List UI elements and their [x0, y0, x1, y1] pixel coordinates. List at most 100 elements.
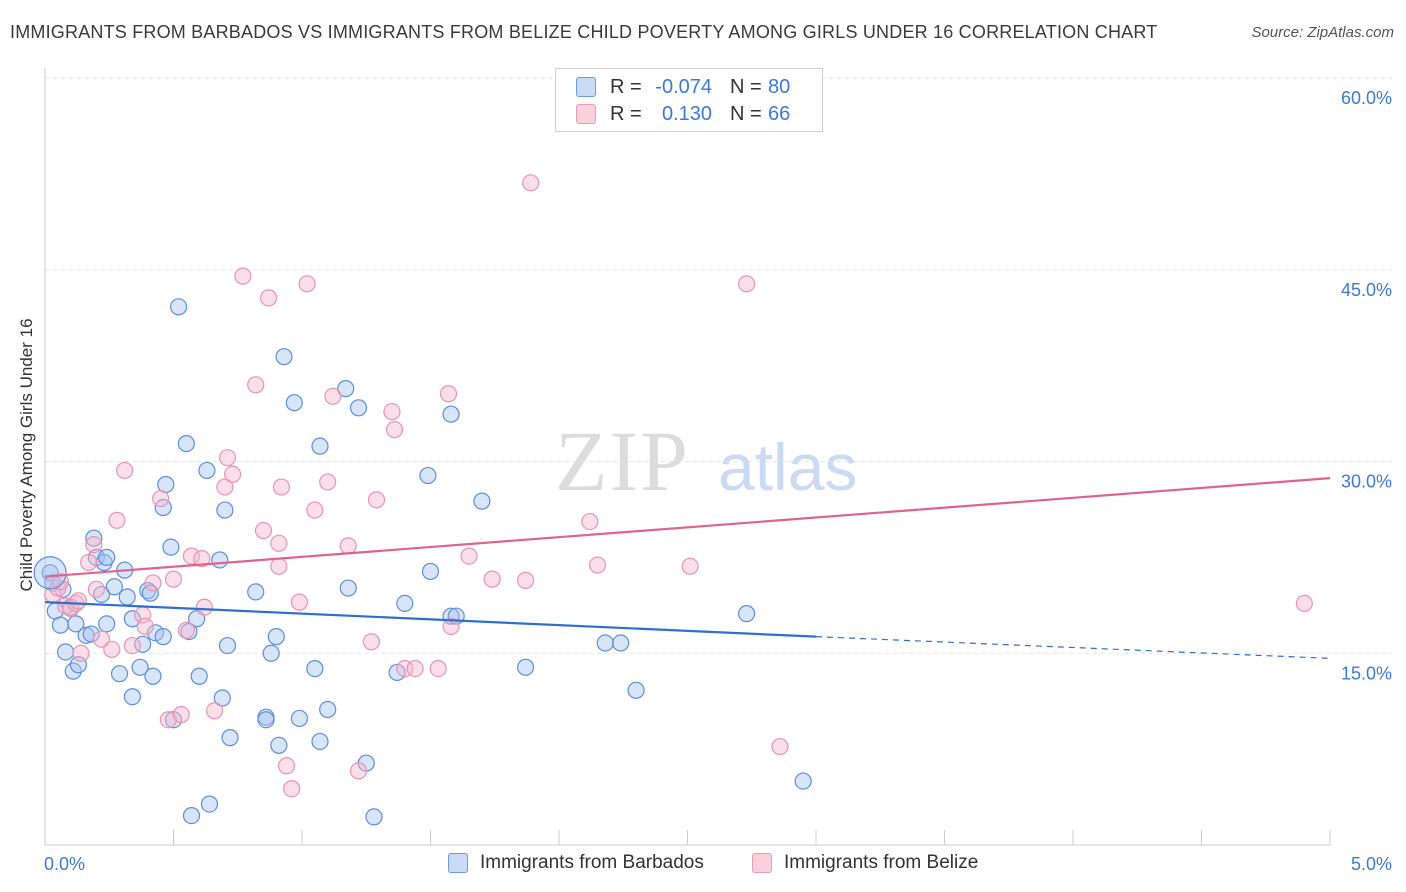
y-tick-label: 60.0%: [1341, 88, 1392, 108]
point-barbados: [421, 562, 440, 581]
point-barbados: [56, 643, 75, 661]
point-barbados: [67, 615, 85, 633]
point-barbados: [612, 634, 630, 652]
point-barbados: [270, 736, 288, 754]
bottom-legend-barbados: Immigrants from Barbados: [448, 852, 704, 874]
point-belize: [324, 387, 342, 405]
gridlines: [45, 77, 1392, 654]
point-barbados: [319, 700, 337, 719]
y-tick-label: 15.0%: [1341, 663, 1392, 683]
point-barbados-large: [33, 556, 67, 590]
point-belize: [234, 267, 252, 285]
point-belize: [72, 644, 90, 662]
point-belize: [177, 621, 195, 639]
point-barbados: [285, 394, 303, 412]
point-barbados: [92, 585, 111, 604]
point-belize: [681, 557, 699, 575]
point-barbados: [473, 492, 491, 510]
point-belize: [144, 574, 162, 592]
point-barbados: [596, 634, 614, 652]
point-barbados: [82, 625, 100, 643]
point-belize: [193, 550, 211, 568]
point-barbados: [146, 624, 165, 642]
point-belize: [406, 659, 424, 678]
point-belize: [306, 501, 324, 519]
point-belize: [224, 465, 242, 483]
x-tick-label: 5.0%: [1351, 854, 1392, 874]
point-belize: [87, 580, 106, 598]
point-belize: [290, 593, 309, 611]
watermark-atlas: atlas: [718, 430, 857, 504]
point-belize: [254, 521, 273, 540]
point-barbados: [337, 380, 355, 398]
point-belize: [159, 711, 177, 729]
point-barbados: [85, 529, 103, 547]
point-belize: [516, 571, 535, 589]
point-barbados: [794, 772, 812, 790]
point-barbados: [123, 688, 141, 706]
point-belize: [69, 592, 88, 610]
point-barbados: [311, 732, 329, 751]
point-belize: [588, 556, 607, 574]
point-barbados: [98, 615, 116, 633]
trend-line-belize: [44, 477, 1331, 578]
point-belize: [123, 636, 141, 655]
point-barbados: [311, 437, 329, 455]
point-barbados: [177, 435, 195, 453]
point-barbados: [419, 466, 437, 485]
axes: [44, 68, 1331, 846]
point-belize: [164, 570, 183, 588]
bottom-legend-swatch-barbados: [448, 853, 468, 873]
point-belize: [152, 489, 170, 508]
point-belize: [349, 762, 368, 780]
point-belize: [218, 449, 237, 467]
point-barbados: [110, 665, 129, 683]
point-barbados: [98, 548, 116, 566]
point-belize: [483, 570, 501, 588]
point-belize: [319, 473, 337, 491]
point-barbados: [349, 399, 368, 417]
legend-r-label: R =: [610, 102, 642, 125]
point-barbados: [162, 538, 180, 556]
y-axis-label: Child Poverty Among Girls Under 16: [17, 318, 36, 591]
point-belize: [270, 557, 288, 575]
chart-title: IMMIGRANTS FROM BARBADOS VS IMMIGRANTS F…: [10, 22, 1158, 42]
point-belize: [283, 780, 301, 798]
point-barbados: [51, 616, 70, 634]
x-tick-label: 0.0%: [44, 854, 85, 874]
point-belize: [136, 617, 154, 636]
point-belize: [429, 659, 447, 678]
point-belize: [439, 385, 458, 403]
point-barbados: [198, 461, 216, 480]
point-barbados: [211, 551, 229, 569]
legend-n-label: N =: [730, 102, 762, 125]
point-barbados: [221, 729, 239, 747]
legend-r-label: R =: [610, 75, 642, 98]
point-belize: [298, 275, 316, 293]
point-barbados: [339, 579, 357, 597]
point-belize: [92, 630, 111, 648]
point-belize: [383, 403, 401, 421]
point-barbados: [247, 583, 265, 601]
point-barbados: [213, 689, 231, 707]
point-barbados: [141, 584, 159, 602]
point-barbados: [144, 667, 162, 685]
point-barbados: [200, 795, 219, 813]
point-belize: [172, 706, 190, 724]
point-belize: [1295, 594, 1313, 612]
watermark: ZIP atlas: [555, 413, 857, 509]
point-belize: [367, 491, 386, 509]
correlation-legend: R = -0.074 N = 80 R = 0.130 N = 66: [555, 68, 823, 132]
data-points: [33, 174, 1313, 826]
point-barbados: [123, 610, 141, 628]
point-barbados: [365, 808, 383, 826]
tick-labels: 15.0% 30.0% 45.0% 60.0% 0.0% 5.0%: [44, 88, 1392, 874]
point-belize: [581, 512, 599, 531]
point-barbados: [105, 578, 123, 596]
point-barbados: [118, 588, 136, 606]
legend-swatch-barbados: [576, 77, 596, 97]
legend-row-belize: R = 0.130 N = 66: [576, 101, 790, 127]
point-belize: [216, 478, 234, 496]
point-belize: [277, 757, 296, 775]
point-belize: [85, 535, 103, 554]
